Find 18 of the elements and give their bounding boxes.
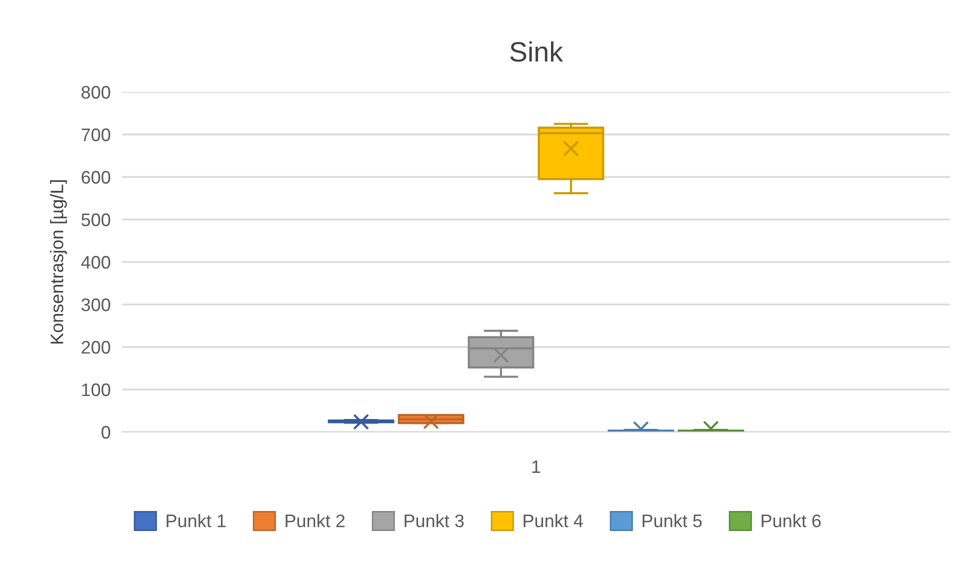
- y-tick-label: 600: [82, 170, 110, 184]
- legend-label: Punkt 6: [762, 514, 821, 528]
- y-axis-title: Konsentrasjon [µg/L]: [50, 180, 67, 344]
- legend-label: Punkt 3: [404, 514, 464, 528]
- x-tick-label: 1: [532, 460, 540, 473]
- y-tick-label: 300: [81, 298, 110, 312]
- y-tick-label: 100: [82, 383, 110, 396]
- y-tick-label: 700: [82, 128, 110, 142]
- legend-label: Punkt 5: [642, 514, 702, 528]
- y-tick-label: 400: [81, 256, 110, 269]
- y-tick-label: 0: [102, 426, 110, 439]
- chart-title: Sink: [510, 41, 564, 62]
- legend-label: Punkt 2: [286, 514, 345, 528]
- legend-label: Punkt 4: [524, 514, 583, 528]
- y-tick-label: 500: [81, 213, 110, 226]
- y-tick-label: 200: [82, 340, 110, 354]
- legend-label: Punkt 1: [166, 514, 226, 528]
- y-tick-label: 800: [82, 86, 110, 99]
